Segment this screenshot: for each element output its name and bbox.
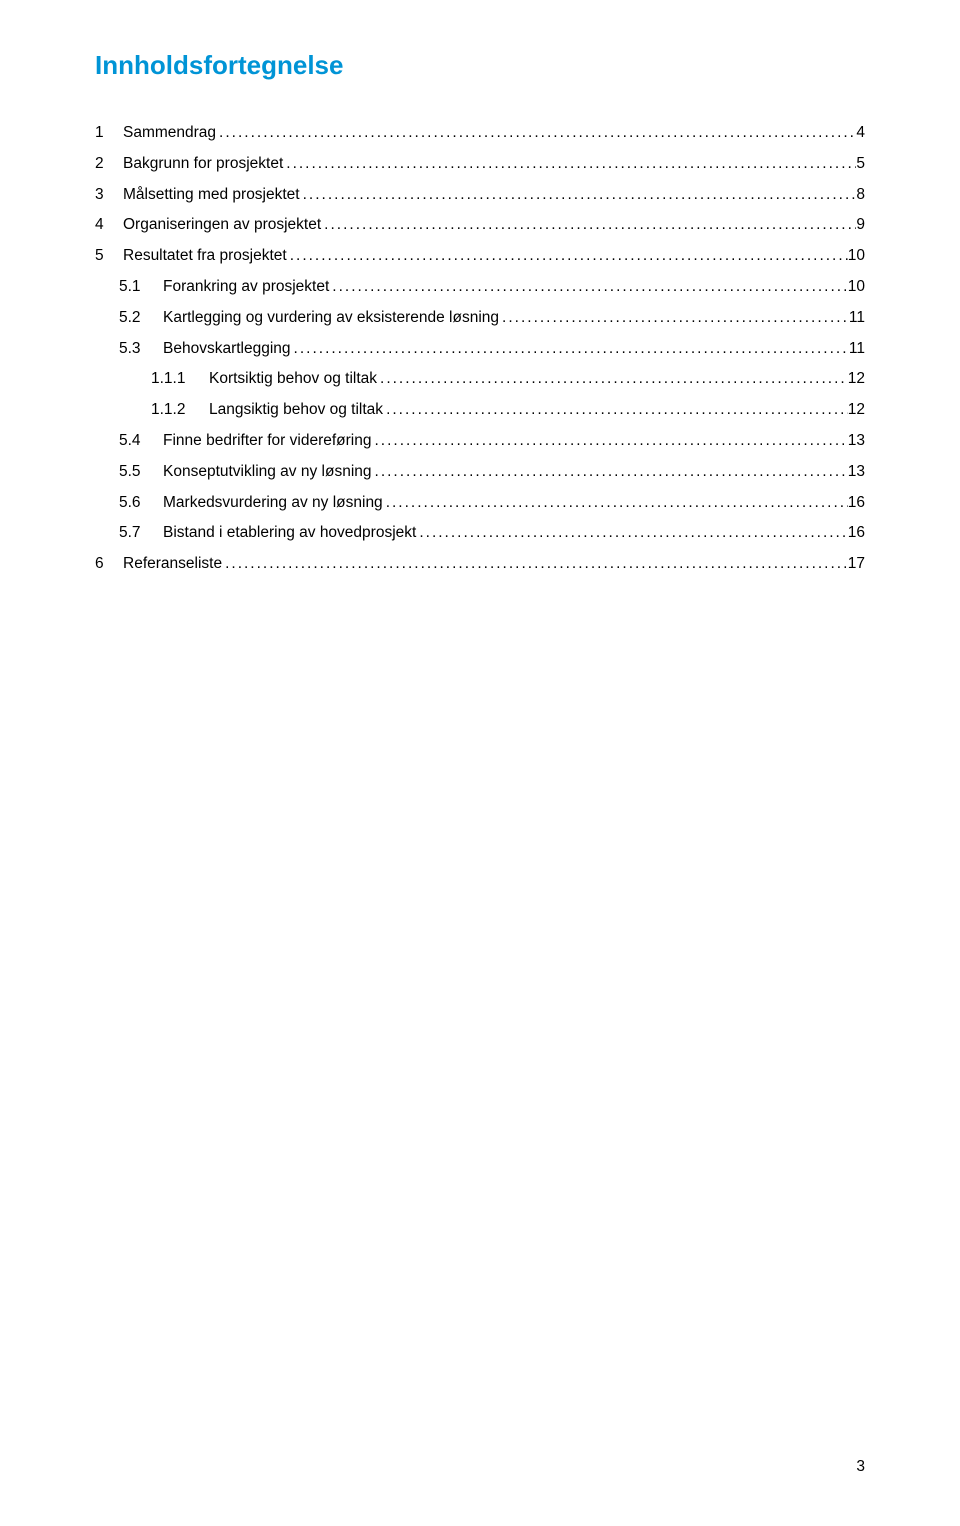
toc-entry-page: 16 — [848, 521, 865, 546]
toc-leader-dots — [216, 121, 856, 146]
toc-row: 2Bakgrunn for prosjektet 5 — [95, 152, 865, 177]
toc-entry-number: 4 — [95, 213, 119, 238]
toc-entry-text: Forankring av prosjektet — [159, 275, 329, 300]
toc-entry-page: 11 — [849, 306, 865, 331]
toc-entry-page: 8 — [856, 183, 865, 208]
toc-leader-dots — [372, 460, 848, 485]
toc-entry-number: 1.1.1 — [151, 367, 205, 392]
toc-leader-dots — [300, 183, 857, 208]
toc-leader-dots — [383, 398, 848, 423]
toc-leader-dots — [321, 213, 856, 238]
toc-entry-page: 12 — [848, 367, 865, 392]
toc-entry-text: Bistand i etablering av hovedprosjekt — [159, 521, 416, 546]
toc-leader-dots — [287, 244, 848, 269]
toc-row: 1Sammendrag 4 — [95, 121, 865, 146]
toc-entry-text: Behovskartlegging — [159, 337, 291, 362]
toc-entry-page: 16 — [848, 491, 865, 516]
toc-entry-text: Kartlegging og vurdering av eksisterende… — [159, 306, 499, 331]
toc-entry-text: Bakgrunn for prosjektet — [119, 152, 283, 177]
toc-entry-number: 3 — [95, 183, 119, 208]
toc-row: 5.1Forankring av prosjektet 10 — [95, 275, 865, 300]
toc-entry-number: 5 — [95, 244, 119, 269]
toc-row: 5.4Finne bedrifter for videreføring 13 — [95, 429, 865, 454]
toc-leader-dots — [383, 491, 848, 516]
toc-entry-number: 1 — [95, 121, 119, 146]
toc-entry-text: Resultatet fra prosjektet — [119, 244, 287, 269]
toc-entry-number: 5.5 — [119, 460, 159, 485]
toc-entry-text: Markedsvurdering av ny løsning — [159, 491, 383, 516]
toc-entry-text: Organiseringen av prosjektet — [119, 213, 321, 238]
toc-row: 5.6Markedsvurdering av ny løsning 16 — [95, 491, 865, 516]
toc-entry-number: 5.2 — [119, 306, 159, 331]
toc-row: 3Målsetting med prosjektet 8 — [95, 183, 865, 208]
toc-leader-dots — [371, 429, 847, 454]
toc-row: 1.1.1Kortsiktig behov og tiltak 12 — [95, 367, 865, 392]
toc-entry-page: 10 — [848, 244, 865, 269]
toc-entry-number: 5.1 — [119, 275, 159, 300]
toc-leader-dots — [416, 521, 847, 546]
toc-row: 6Referanseliste 17 — [95, 552, 865, 577]
toc-entry-text: Sammendrag — [119, 121, 216, 146]
toc-row: 5.7Bistand i etablering av hovedprosjekt… — [95, 521, 865, 546]
toc-entry-text: Målsetting med prosjektet — [119, 183, 300, 208]
toc-entry-number: 1.1.2 — [151, 398, 205, 423]
page-title: Innholdsfortegnelse — [95, 50, 865, 81]
toc-entry-text: Langsiktig behov og tiltak — [205, 398, 383, 423]
toc-row: 5.2Kartlegging og vurdering av eksistere… — [95, 306, 865, 331]
toc-entry-text: Kortsiktig behov og tiltak — [205, 367, 377, 392]
toc-entry-number: 5.4 — [119, 429, 159, 454]
toc-row: 4Organiseringen av prosjektet 9 — [95, 213, 865, 238]
toc-leader-dots — [283, 152, 856, 177]
toc-row: 5Resultatet fra prosjektet 10 — [95, 244, 865, 269]
toc-leader-dots — [499, 306, 849, 331]
toc-leader-dots — [222, 552, 848, 577]
toc-entry-page: 13 — [848, 429, 865, 454]
toc-entry-number: 6 — [95, 552, 119, 577]
toc-leader-dots — [377, 367, 848, 392]
toc-leader-dots — [329, 275, 847, 300]
toc-entry-number: 5.3 — [119, 337, 159, 362]
toc-entry-text: Finne bedrifter for videreføring — [159, 429, 371, 454]
toc-entry-number: 2 — [95, 152, 119, 177]
toc-list: 1Sammendrag 4 2Bakgrunn for prosjektet 5 3… — [95, 121, 865, 577]
toc-entry-page: 5 — [856, 152, 865, 177]
toc-entry-page: 10 — [848, 275, 865, 300]
toc-entry-page: 11 — [849, 337, 865, 362]
page-number: 3 — [856, 1458, 865, 1476]
toc-entry-number: 5.7 — [119, 521, 159, 546]
toc-entry-page: 4 — [856, 121, 865, 146]
toc-row: 5.5Konseptutvikling av ny løsning 13 — [95, 460, 865, 485]
toc-entry-page: 9 — [856, 213, 865, 238]
toc-entry-page: 13 — [848, 460, 865, 485]
toc-row: 1.1.2Langsiktig behov og tiltak 12 — [95, 398, 865, 423]
toc-entry-text: Konseptutvikling av ny løsning — [159, 460, 372, 485]
toc-entry-page: 17 — [848, 552, 865, 577]
toc-entry-number: 5.6 — [119, 491, 159, 516]
toc-row: 5.3Behovskartlegging 11 — [95, 337, 865, 362]
toc-entry-text: Referanseliste — [119, 552, 222, 577]
toc-leader-dots — [291, 337, 849, 362]
toc-entry-page: 12 — [848, 398, 865, 423]
